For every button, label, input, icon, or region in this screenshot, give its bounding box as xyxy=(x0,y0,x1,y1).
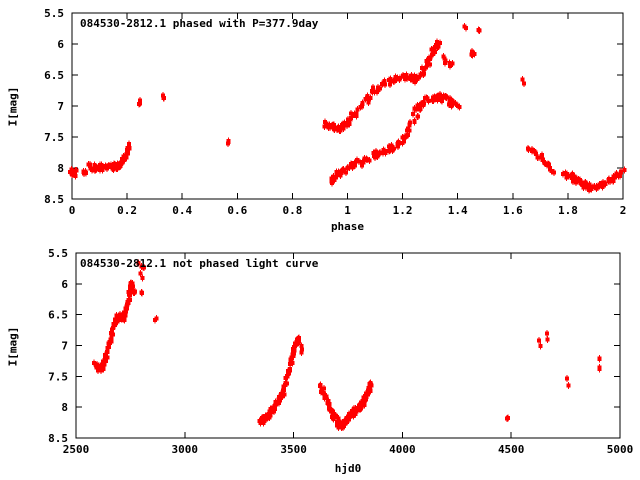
axes-frame xyxy=(71,12,624,200)
svg-text:7.5: 7.5 xyxy=(48,370,68,383)
svg-text:3000: 3000 xyxy=(172,443,199,456)
svg-text:6: 6 xyxy=(57,38,64,51)
axes-frame xyxy=(75,252,621,439)
svg-text:8.5: 8.5 xyxy=(44,193,64,206)
tick-labels: 0 0.2 0.4 0.6 0.8 1 1.2 1.4 1.6 1.8 2 5.5 6 6.5 7 7.5 8 8… xyxy=(44,7,626,217)
svg-text:4000: 4000 xyxy=(389,443,416,456)
svg-text:7: 7 xyxy=(57,100,64,113)
svg-text:0.6: 0.6 xyxy=(227,204,247,217)
bottom-plot-xaxis-label: hjd0 xyxy=(334,462,362,475)
svg-text:0.8: 0.8 xyxy=(282,204,302,217)
phased-light-curve-plot: 0 0.2 0.4 0.6 0.8 1 1.2 1.4 1.6 1.8 2 5.5 6 6.5 7 7.5 8 8… xyxy=(44,7,627,217)
svg-text:5000: 5000 xyxy=(607,443,634,456)
svg-text:6.5: 6.5 xyxy=(48,309,68,322)
svg-text:7.5: 7.5 xyxy=(44,131,64,144)
svg-text:7: 7 xyxy=(61,340,68,353)
svg-text:0: 0 xyxy=(69,204,76,217)
svg-text:5.5: 5.5 xyxy=(48,247,68,260)
top-plot-xaxis-label: phase xyxy=(330,220,365,233)
svg-text:2: 2 xyxy=(620,204,627,217)
data-points xyxy=(91,259,602,432)
svg-text:1.4: 1.4 xyxy=(448,204,468,217)
svg-text:1.8: 1.8 xyxy=(558,204,578,217)
top-plot-title: 084530-2812.1 phased with P=377.9day xyxy=(80,17,319,30)
bottom-plot-title: 084530-2812.1 not phased light curve xyxy=(80,257,319,270)
svg-text:0.4: 0.4 xyxy=(172,204,192,217)
svg-text:2500: 2500 xyxy=(63,443,90,456)
svg-text:0.2: 0.2 xyxy=(117,204,137,217)
data-points xyxy=(67,22,627,194)
tick-labels: 2500 3000 3500 4000 4500 5000 5.5 6 6.5 7 7.5 8 8.5 xyxy=(48,247,633,456)
unphased-light-curve-plot: 2500 3000 3500 4000 4500 5000 5.5 6 6.5 7 7.5 8 8.5 xyxy=(48,247,633,456)
svg-text:1.6: 1.6 xyxy=(503,204,523,217)
svg-text:6: 6 xyxy=(61,278,68,291)
svg-text:1.2: 1.2 xyxy=(393,204,413,217)
svg-text:6.5: 6.5 xyxy=(44,69,64,82)
svg-text:8: 8 xyxy=(61,401,68,414)
svg-text:5.5: 5.5 xyxy=(44,7,64,20)
svg-text:8: 8 xyxy=(57,162,64,175)
top-plot-yaxis-label: I[mag] xyxy=(6,86,20,127)
bottom-plot-yaxis-label: I[mag] xyxy=(6,326,20,367)
svg-text:8.5: 8.5 xyxy=(48,432,68,445)
svg-text:4500: 4500 xyxy=(498,443,525,456)
svg-text:1: 1 xyxy=(344,204,351,217)
svg-text:3500: 3500 xyxy=(280,443,307,456)
